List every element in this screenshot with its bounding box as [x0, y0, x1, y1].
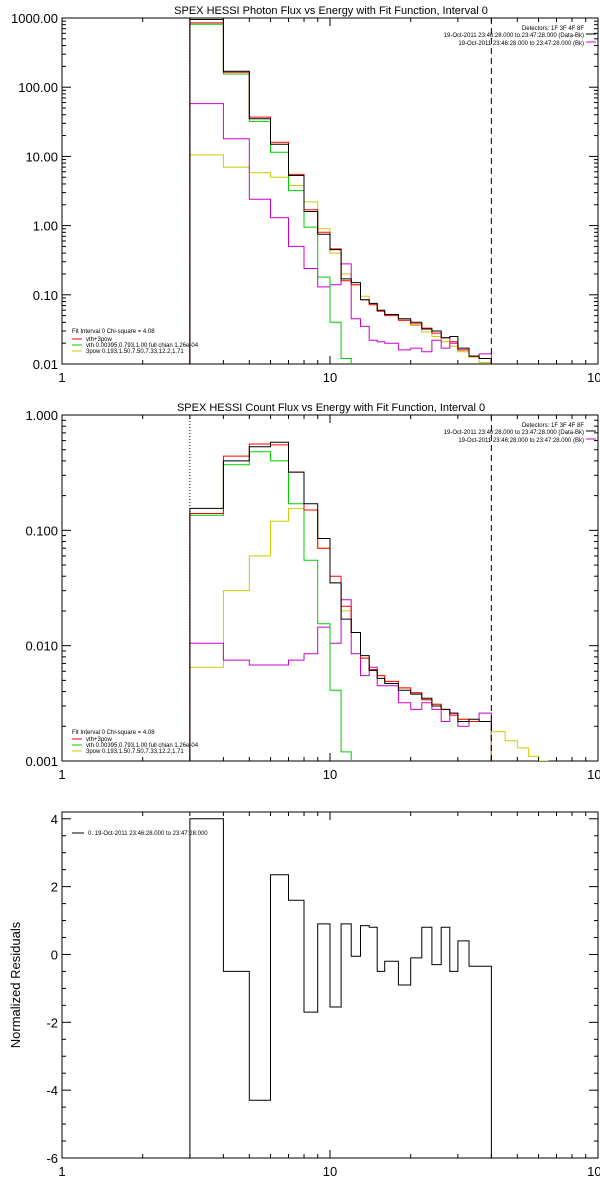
photon-flux-panel: SPEX HESSI Photon Flux vs Energy with Fi… [11, 5, 600, 385]
y-tick-label: 0.01 [33, 357, 58, 372]
y-tick-label: 0 [51, 947, 58, 962]
legend-entry: vth 0.00395,0.793,1.00 full chian 1.26e-… [86, 743, 199, 749]
y-tick-label: -2 [46, 1015, 58, 1030]
y-tick-label: 1.00 [33, 219, 58, 234]
legend-entry: 19-Oct-2011 23:46:28.000 to 23:47:28.000… [444, 430, 584, 436]
series-line-data-bk [189, 19, 492, 364]
residuals-y-axis-label: Normalized Residuals [8, 921, 23, 1048]
y-tick-label: 1.000 [25, 408, 58, 423]
y-tick-label: 0.001 [25, 754, 58, 769]
y-tick-label: 2 [51, 880, 58, 895]
series-line-vth [189, 451, 352, 761]
x-tick-label: 1 [58, 370, 65, 385]
legend-entry: 19-Oct-2011 23:46:28.000 to 23:47:28.000… [458, 41, 584, 47]
legend-entry: 19-Oct-2011 23:46:28.000 to 23:47:28.000… [444, 33, 584, 39]
x-tick-label: 1 [58, 1164, 65, 1179]
legend-entry: 19-Oct-2011 23:46:28.000 to 23:47:28.000… [458, 438, 584, 444]
legend-entry: Detectors: 1F 3F 4F 8F [522, 423, 584, 429]
residuals-panel: 1 10 100 4 2 0 -2 -4 -6 Normalized Residuals 0. … [8, 811, 600, 1179]
residuals-legend: 0. 19-Oct-2011 23:46:28.000 to 23:47:28.… [72, 831, 208, 837]
series-line-data-bk [189, 441, 492, 761]
y-tick-label: 0.100 [25, 523, 58, 538]
x-tick-label: 10 [323, 767, 337, 782]
legend-entry: 3pow 0.193,1.50,7.50,7.33,12.2,1.71 [86, 749, 184, 755]
x-tick-label: 100 [587, 767, 600, 782]
x-tick-label: 100 [587, 1164, 600, 1179]
y-tick-label: -4 [46, 1083, 58, 1098]
series-line-residuals [189, 818, 492, 1158]
y-tick-label: 0.010 [25, 639, 58, 654]
x-tick-label: 10 [323, 1164, 337, 1179]
legend-entry: Fit Interval 0 Chi-square = 4.08 [72, 730, 155, 736]
count-legend-top-right: Detectors: 1F 3F 4F 8F 19-Oct-2011 23:46… [444, 423, 596, 444]
photon-legend-top-right: Detectors: 1F 3F 4F 8F 19-Oct-2011 23:46… [444, 26, 596, 47]
legend-entry: 3pow 0.193,1.50,7.50,7.33,12.2,1.71 [86, 349, 184, 355]
series-line-bk [189, 103, 492, 364]
series-line-3pow-tail [490, 731, 549, 761]
count-flux-panel: SPEX HESSI Count Flux vs Energy with Fit… [25, 402, 600, 782]
series-line-vth-3pow [189, 22, 492, 364]
count-plot-frame [61, 414, 599, 762]
x-tick-label: 100 [587, 370, 600, 385]
y-tick-label: 100.00 [18, 80, 58, 95]
series-line-vth [189, 23, 352, 364]
legend-entry: Fit Interval 0 Chi-square = 4.08 [72, 329, 155, 335]
x-tick-label: 10 [323, 370, 337, 385]
legend-entry: vth+3pow [86, 337, 113, 343]
photon-chart-title: SPEX HESSI Photon Flux vs Energy with Fi… [174, 5, 488, 17]
y-tick-label: -6 [46, 1151, 58, 1166]
photon-legend-bottom-left: Fit Interval 0 Chi-square = 4.08 vth+3po… [72, 329, 199, 355]
legend-entry: Detectors: 1F 3F 4F 8F [522, 26, 584, 32]
y-tick-label: 0.10 [33, 288, 58, 303]
legend-entry: vth 0.00395,0.793,1.00 full chian 1.26e-… [86, 343, 199, 349]
count-legend-bottom-left: Fit Interval 0 Chi-square = 4.08 vth+3po… [72, 730, 199, 755]
y-tick-label: 10.00 [25, 149, 58, 164]
x-tick-label: 1 [58, 767, 65, 782]
legend-entry: 0. 19-Oct-2011 23:46:28.000 to 23:47:28.… [88, 831, 208, 837]
y-tick-label: 4 [51, 812, 58, 827]
legend-entry: vth+3pow [86, 737, 113, 743]
y-tick-label: 1000.00 [11, 11, 58, 26]
count-chart-title: SPEX HESSI Count Flux vs Energy with Fit… [177, 402, 485, 414]
